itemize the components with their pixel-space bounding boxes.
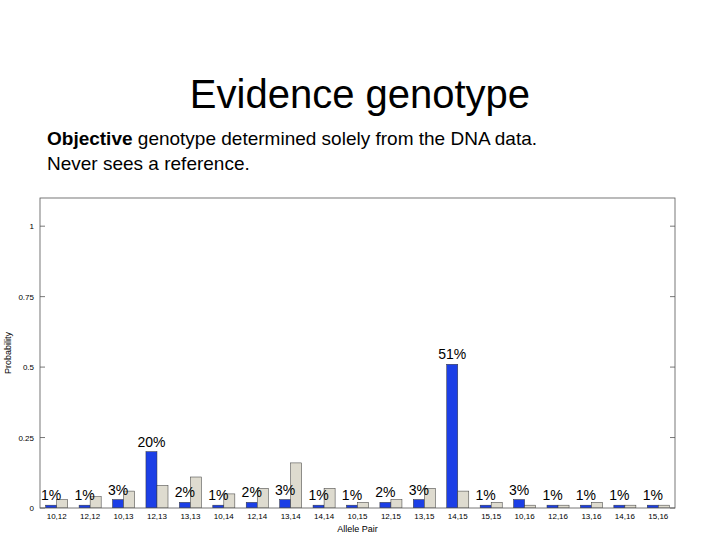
data-label: 1% <box>643 487 663 503</box>
x-tick-label: 10,15 <box>347 512 368 521</box>
x-tick-label: 12,15 <box>381 512 402 521</box>
bar <box>458 491 469 508</box>
data-label: 1% <box>74 487 94 503</box>
data-label: 1% <box>576 487 596 503</box>
bar <box>79 505 90 508</box>
data-label: 2% <box>375 484 395 500</box>
y-tick <box>670 437 675 438</box>
y-tick-label: 1 <box>30 222 35 231</box>
x-tick-label: 13,13 <box>180 512 201 521</box>
x-tick-label: 10,13 <box>114 512 135 521</box>
y-tick-label: 0 <box>30 504 35 513</box>
bar <box>480 505 491 508</box>
bar <box>358 502 369 508</box>
bar <box>491 502 502 508</box>
data-label: 3% <box>275 482 295 498</box>
x-axis-label: Allele Pair <box>337 524 378 534</box>
y-tick-label: 0.5 <box>23 363 35 372</box>
data-label: 2% <box>242 484 262 500</box>
x-tick-label: 12,16 <box>548 512 569 521</box>
x-tick-label: 14,15 <box>448 512 469 521</box>
bar <box>558 505 569 508</box>
x-tick-label: 12,14 <box>247 512 268 521</box>
subtitle: Never sees a reference. <box>47 153 250 174</box>
bar <box>113 500 124 508</box>
bar <box>246 502 257 508</box>
x-tick-label: 14,16 <box>615 512 636 521</box>
bar <box>380 502 391 508</box>
x-tick-label: 12,12 <box>80 512 101 521</box>
bar <box>179 502 190 508</box>
y-axis-label: Probability <box>3 331 13 374</box>
subtitle-bold: Objective <box>47 128 133 149</box>
x-tick-label: 15,16 <box>648 512 669 521</box>
bar <box>591 502 602 508</box>
y-tick <box>670 226 675 227</box>
bar <box>658 505 669 508</box>
plot-frame <box>40 198 675 508</box>
x-tick-label: 13,15 <box>414 512 435 521</box>
y-tick <box>670 367 675 368</box>
bar <box>614 505 625 508</box>
y-tick <box>40 296 45 297</box>
y-tick-label: 0.75 <box>18 293 34 302</box>
subtitle-rest: genotype determined solely from the DNA … <box>133 128 538 149</box>
x-tick-label: 10,16 <box>515 512 536 521</box>
x-tick-label: 13,14 <box>281 512 302 521</box>
bar <box>413 500 424 508</box>
title: Evidence genotype <box>190 72 530 116</box>
data-label: 20% <box>137 434 165 450</box>
y-tick <box>670 296 675 297</box>
bar <box>547 505 558 508</box>
bar <box>157 485 168 508</box>
x-tick-label: 10,14 <box>214 512 235 521</box>
x-tick-label: 15,15 <box>481 512 502 521</box>
data-label: 3% <box>509 482 529 498</box>
data-label: 3% <box>409 482 429 498</box>
y-tick <box>40 226 45 227</box>
bar <box>625 505 636 508</box>
x-tick-label: 10,12 <box>47 512 68 521</box>
y-tick-label: 0.25 <box>18 434 34 443</box>
subtitle: Objective genotype determined solely fro… <box>47 128 537 149</box>
data-label: 1% <box>609 487 629 503</box>
bar <box>447 364 458 508</box>
bar <box>391 500 402 508</box>
data-label: 1% <box>476 487 496 503</box>
plot-background <box>40 198 675 508</box>
bar <box>146 452 157 508</box>
x-tick-label: 12,13 <box>147 512 168 521</box>
bars <box>46 364 670 508</box>
y-tick <box>40 367 45 368</box>
data-label: 2% <box>175 484 195 500</box>
y-tick <box>670 508 675 509</box>
bar <box>647 505 658 508</box>
x-tick-label: 13,16 <box>581 512 602 521</box>
data-label: 1% <box>308 487 328 503</box>
bar <box>213 505 224 508</box>
x-tick-label: 14,14 <box>314 512 335 521</box>
bar <box>346 505 357 508</box>
data-label: 3% <box>108 482 128 498</box>
y-tick <box>40 437 45 438</box>
data-label: 1% <box>342 487 362 503</box>
bar <box>580 505 591 508</box>
bar <box>280 500 291 508</box>
bar <box>313 505 324 508</box>
bar <box>525 505 536 508</box>
data-label: 1% <box>542 487 562 503</box>
y-tick <box>40 508 45 509</box>
data-label: 51% <box>438 346 466 362</box>
data-label: 1% <box>208 487 228 503</box>
data-label: 1% <box>41 487 61 503</box>
bar <box>46 505 57 508</box>
bar <box>514 500 525 508</box>
chart: Evidence genotype Objective genotype dete… <box>0 0 720 540</box>
